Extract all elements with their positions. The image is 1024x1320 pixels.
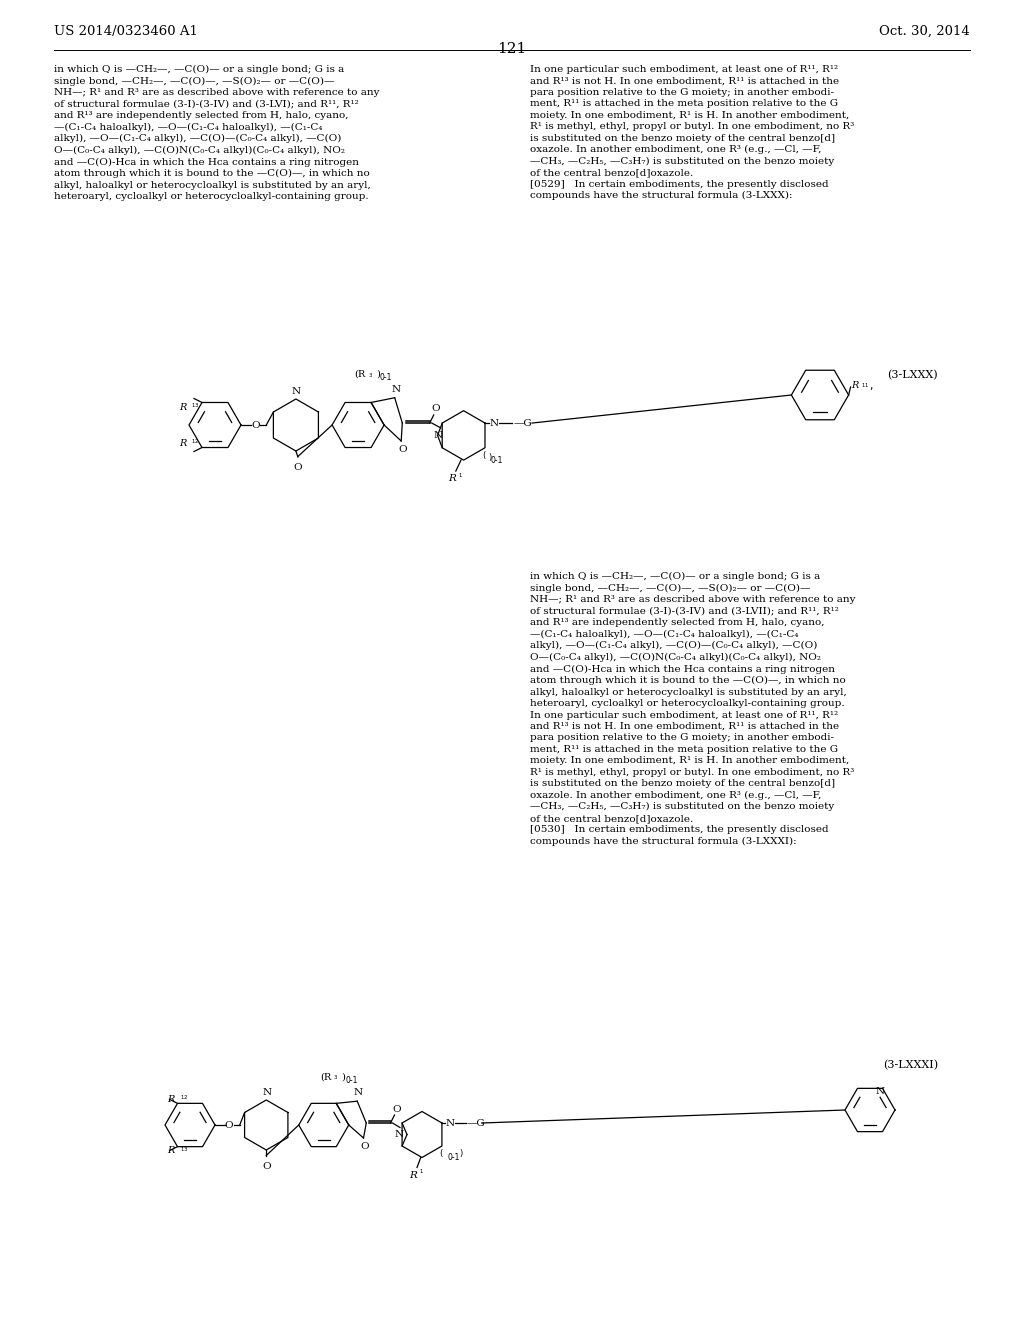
Text: in which Q is —CH₂—, —C(O)— or a single bond; G is a
single bond, —CH₂—, —C(O)—,: in which Q is —CH₂—, —C(O)— or a single …	[54, 65, 380, 201]
Text: 0-1: 0-1	[380, 374, 392, 381]
Text: ): )	[376, 370, 380, 379]
Text: $^{12}$: $^{12}$	[179, 1094, 187, 1104]
Text: (: (	[482, 450, 486, 459]
Text: (3-LXXXI): (3-LXXXI)	[883, 1060, 938, 1071]
Text: O: O	[360, 1142, 369, 1151]
Text: R: R	[167, 1146, 174, 1155]
Text: $^{11}$: $^{11}$	[860, 383, 869, 392]
Text: O: O	[262, 1162, 270, 1171]
Text: (R: (R	[319, 1073, 331, 1082]
Text: (3-LXXX): (3-LXXX)	[888, 370, 938, 380]
Text: N: N	[876, 1086, 885, 1096]
Text: R: R	[410, 1171, 417, 1180]
Text: (R: (R	[354, 370, 366, 379]
Text: O: O	[392, 1105, 401, 1114]
Text: ): )	[488, 453, 492, 462]
Text: R: R	[447, 474, 456, 483]
Text: $^3$: $^3$	[333, 1074, 338, 1084]
Text: N: N	[391, 384, 400, 393]
Text: 0-1: 0-1	[447, 1152, 461, 1162]
Text: In one particular such embodiment, at least one of R¹¹, R¹²
and R¹³ is not H. In: In one particular such embodiment, at le…	[530, 65, 854, 201]
Text: —G: —G	[467, 1118, 485, 1127]
Text: O: O	[398, 445, 407, 454]
Text: R: R	[167, 1094, 174, 1104]
Text: ): )	[341, 1073, 345, 1082]
Text: R: R	[852, 380, 859, 389]
Text: N: N	[445, 1118, 455, 1127]
Text: ): )	[459, 1148, 462, 1158]
Text: in which Q is —CH₂—, —C(O)— or a single bond; G is a
single bond, —CH₂—, —C(O)—,: in which Q is —CH₂—, —C(O)— or a single …	[530, 572, 855, 846]
Text: O: O	[251, 421, 260, 429]
Text: Oct. 30, 2014: Oct. 30, 2014	[880, 25, 970, 38]
Text: O: O	[224, 1121, 233, 1130]
Text: 0-1: 0-1	[490, 455, 504, 465]
Text: ,: ,	[869, 381, 873, 391]
Text: N: N	[353, 1088, 362, 1097]
Text: $^3$: $^3$	[368, 372, 373, 381]
Text: R: R	[179, 403, 187, 412]
Text: N: N	[490, 418, 499, 428]
Text: R: R	[179, 438, 187, 447]
Text: N: N	[292, 387, 300, 396]
Text: 0-1: 0-1	[345, 1076, 357, 1085]
Text: —G: —G	[514, 418, 532, 428]
Text: US 2014/0323460 A1: US 2014/0323460 A1	[54, 25, 198, 38]
Text: N: N	[394, 1130, 403, 1139]
Text: N: N	[433, 430, 442, 440]
Text: 121: 121	[498, 42, 526, 55]
Text: O: O	[432, 404, 440, 413]
Text: $^{13}$: $^{13}$	[179, 1146, 188, 1155]
Text: $^{13}$: $^{13}$	[191, 403, 200, 411]
Text: N: N	[263, 1088, 271, 1097]
Text: O: O	[294, 463, 302, 473]
Text: $^1$: $^1$	[419, 1168, 424, 1177]
Text: (: (	[439, 1148, 443, 1158]
Text: $^1$: $^1$	[458, 473, 463, 480]
Text: $^{12}$: $^{12}$	[191, 440, 200, 447]
